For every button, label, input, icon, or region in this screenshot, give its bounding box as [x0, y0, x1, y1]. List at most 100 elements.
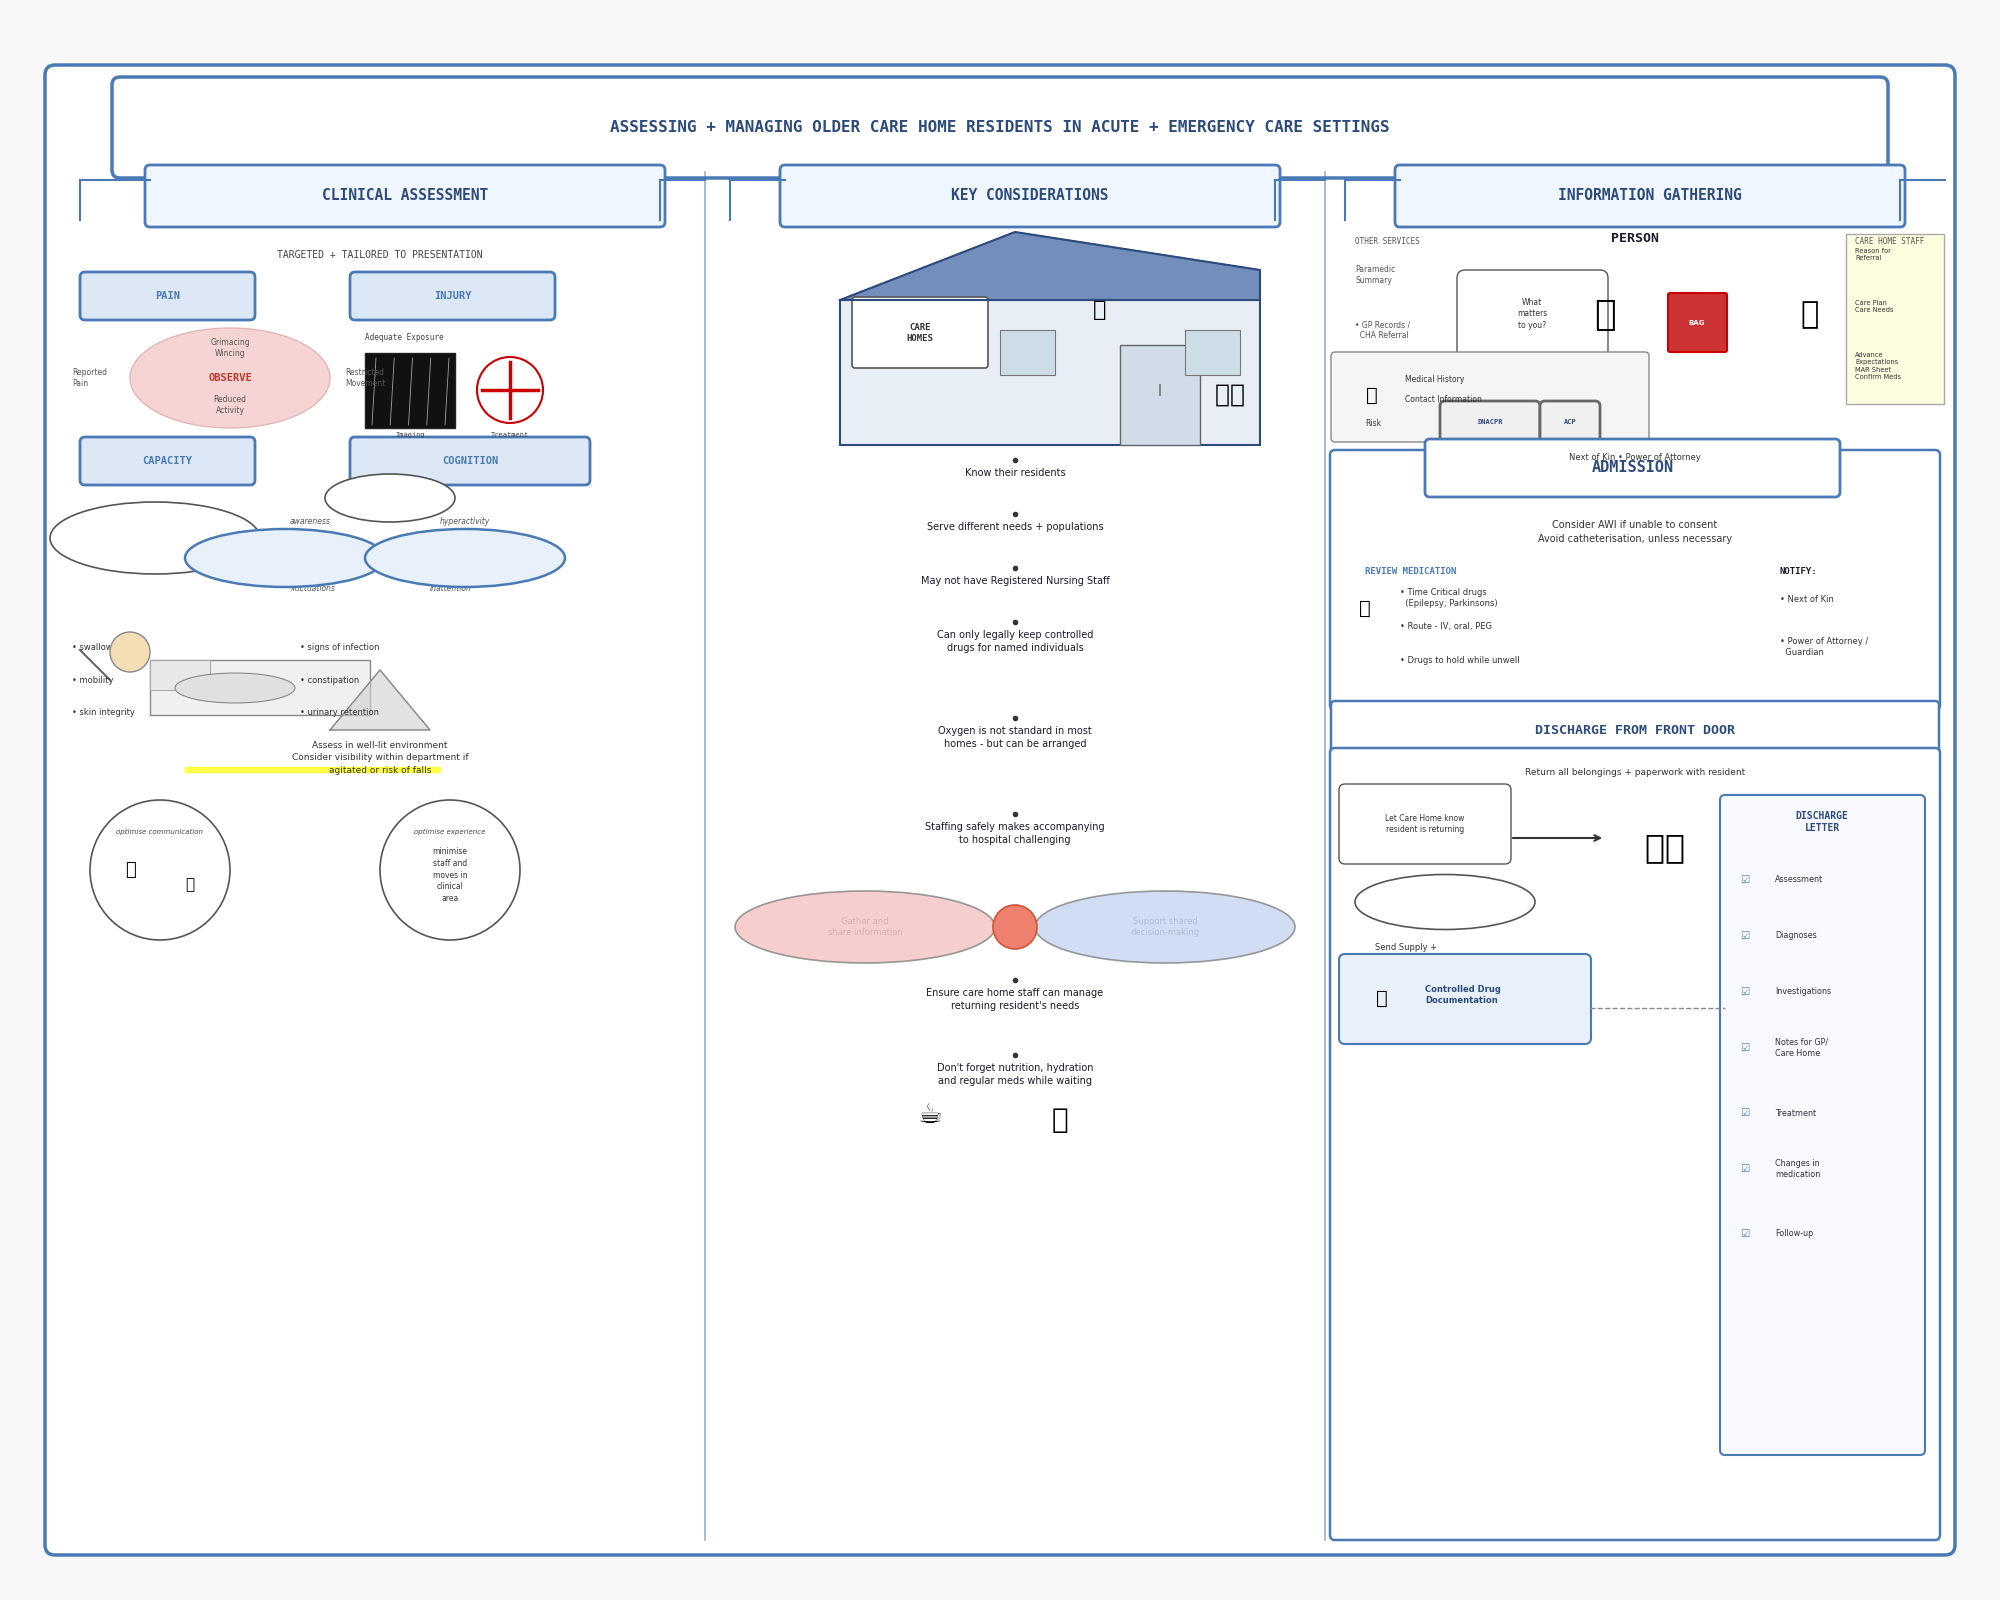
Text: Can only legally keep controlled
drugs for named individuals: Can only legally keep controlled drugs f… — [936, 630, 1094, 653]
FancyBboxPatch shape — [1120, 346, 1200, 445]
Text: • signs of infection: • signs of infection — [300, 643, 380, 653]
Text: ASSESSING + MANAGING OLDER CARE HOME RESIDENTS IN ACUTE + EMERGENCY CARE SETTING: ASSESSING + MANAGING OLDER CARE HOME RES… — [610, 120, 1390, 134]
Text: POA
appointed?: POA appointed? — [370, 491, 410, 504]
Text: 🦷: 🦷 — [186, 877, 194, 893]
FancyBboxPatch shape — [1396, 165, 1904, 227]
Ellipse shape — [366, 530, 566, 587]
Text: • Route - IV, oral, PEG: • Route - IV, oral, PEG — [1400, 622, 1492, 630]
FancyBboxPatch shape — [1338, 954, 1590, 1043]
Circle shape — [992, 906, 1036, 949]
Text: • urinary retention: • urinary retention — [300, 707, 380, 717]
Text: BAG: BAG — [1688, 320, 1706, 326]
Text: • skin integrity: • skin integrity — [72, 707, 134, 717]
Text: Imaging: Imaging — [396, 432, 424, 438]
Text: Treatment: Treatment — [490, 432, 530, 438]
Text: Think Delirium: Think Delirium — [328, 554, 422, 563]
Text: Treatment: Treatment — [1776, 1109, 1816, 1117]
Ellipse shape — [130, 328, 330, 427]
Text: Reason for
Referral: Reason for Referral — [1856, 248, 1890, 261]
FancyBboxPatch shape — [150, 659, 370, 715]
Text: Next of Kin • Power of Attorney: Next of Kin • Power of Attorney — [1570, 453, 1700, 462]
Text: Diagnoses: Diagnoses — [1776, 931, 1816, 941]
Circle shape — [90, 800, 230, 939]
Text: 🧍: 🧍 — [1094, 301, 1106, 320]
FancyBboxPatch shape — [350, 437, 590, 485]
Ellipse shape — [176, 674, 296, 702]
FancyBboxPatch shape — [1330, 749, 1940, 1539]
FancyBboxPatch shape — [1338, 784, 1512, 864]
FancyBboxPatch shape — [150, 659, 210, 690]
Text: May not have Registered Nursing Staff: May not have Registered Nursing Staff — [920, 576, 1110, 586]
Ellipse shape — [50, 502, 260, 574]
FancyBboxPatch shape — [144, 165, 664, 227]
Text: Ensure care home staff can manage
returning resident's needs: Ensure care home staff can manage return… — [926, 989, 1104, 1011]
FancyBboxPatch shape — [112, 77, 1888, 178]
Text: Controlled Drug
Documentation: Controlled Drug Documentation — [1424, 984, 1500, 1005]
Text: ☑: ☑ — [1740, 987, 1750, 997]
Text: AWI Section 47
in place?: AWI Section 47 in place? — [126, 528, 184, 549]
Text: • GP Records /
  CHA Referral: • GP Records / CHA Referral — [1356, 320, 1410, 341]
Text: PAIN: PAIN — [154, 291, 180, 301]
Text: Notes for GP/
Care Home: Notes for GP/ Care Home — [1776, 1038, 1828, 1058]
Text: OTHER SERVICES: OTHER SERVICES — [1356, 237, 1420, 246]
Text: Reduced
Activity: Reduced Activity — [214, 395, 246, 414]
Text: Advance
Expectations
MAR Sheet
Confirm Meds: Advance Expectations MAR Sheet Confirm M… — [1856, 352, 1900, 379]
Text: Risk: Risk — [1364, 419, 1382, 427]
Polygon shape — [330, 670, 430, 730]
Text: What
matters
to you?: What matters to you? — [1516, 298, 1548, 330]
Text: Oxygen is not standard in most
homes - but can be arranged: Oxygen is not standard in most homes - b… — [938, 726, 1092, 749]
Text: REVIEW MEDICATION: REVIEW MEDICATION — [1364, 568, 1456, 576]
Text: 🧑‍🦽: 🧑‍🦽 — [1644, 832, 1684, 864]
Text: CARE
HOMES: CARE HOMES — [906, 323, 934, 342]
Text: DISCHARGE FROM FRONT DOOR: DISCHARGE FROM FRONT DOOR — [1536, 723, 1736, 736]
Text: optimise experience: optimise experience — [414, 829, 486, 835]
Text: DISCHARGE
LETTER: DISCHARGE LETTER — [1796, 811, 1848, 834]
Text: Know their residents: Know their residents — [964, 467, 1066, 478]
Text: ☑: ☑ — [1740, 1165, 1750, 1174]
Text: 📋: 📋 — [1052, 1106, 1068, 1134]
Text: Consider AWI if unable to consent
Avoid catheterisation, unless necessary: Consider AWI if unable to consent Avoid … — [1538, 520, 1732, 544]
Text: • constipation: • constipation — [300, 675, 360, 685]
FancyBboxPatch shape — [1332, 352, 1650, 442]
FancyBboxPatch shape — [780, 165, 1280, 227]
Text: DNACPR: DNACPR — [1478, 419, 1502, 426]
Text: Contact Information: Contact Information — [1404, 395, 1482, 405]
Text: Assessment: Assessment — [1776, 875, 1824, 885]
Text: 💊: 💊 — [1360, 598, 1370, 618]
Text: • Drugs to hold while unwell: • Drugs to hold while unwell — [1400, 656, 1520, 666]
Text: Follow-up: Follow-up — [1776, 1229, 1814, 1238]
Text: minimise
staff and
moves in
clinical
area: minimise staff and moves in clinical are… — [432, 846, 468, 902]
Text: Adequate Exposure: Adequate Exposure — [364, 333, 444, 342]
Ellipse shape — [324, 474, 456, 522]
Text: awareness: awareness — [290, 517, 332, 526]
Text: 🧑‍🦽: 🧑‍🦽 — [1216, 382, 1244, 406]
FancyBboxPatch shape — [1424, 438, 1840, 498]
FancyBboxPatch shape — [1332, 701, 1940, 758]
Text: CLINICAL ASSESSMENT: CLINICAL ASSESSMENT — [322, 189, 488, 203]
Text: fluctuations: fluctuations — [290, 584, 336, 592]
Text: COGNITION: COGNITION — [442, 456, 498, 466]
FancyBboxPatch shape — [840, 301, 1260, 445]
Text: NOTIFY:: NOTIFY: — [1780, 568, 1818, 576]
Text: Care Plan
Care Needs: Care Plan Care Needs — [1856, 301, 1894, 314]
Text: ACP: ACP — [1564, 419, 1576, 426]
Text: Restricted
Movement: Restricted Movement — [346, 368, 386, 389]
Text: ☑: ☑ — [1740, 1043, 1750, 1053]
Text: CARE HOME STAFF: CARE HOME STAFF — [1856, 237, 1924, 246]
Text: 💊: 💊 — [1376, 989, 1388, 1008]
Text: KEY CONSIDERATIONS: KEY CONSIDERATIONS — [952, 189, 1108, 203]
Text: Paramedic
Summary: Paramedic Summary — [1356, 266, 1396, 285]
Text: INJURY: INJURY — [434, 291, 472, 301]
Text: OBSERVE: OBSERVE — [208, 373, 252, 382]
Text: • Power of Attorney /
  Guardian: • Power of Attorney / Guardian — [1780, 637, 1868, 658]
Text: Investigations: Investigations — [1776, 987, 1832, 997]
Text: PERSON: PERSON — [1612, 232, 1660, 245]
Text: Let Care Home know
resident is returning: Let Care Home know resident is returning — [1386, 814, 1464, 834]
FancyBboxPatch shape — [852, 298, 988, 368]
Text: • swallow: • swallow — [72, 643, 112, 653]
Text: INFORMATION GATHERING: INFORMATION GATHERING — [1558, 189, 1742, 203]
Text: • Next of Kin: • Next of Kin — [1780, 595, 1834, 603]
Ellipse shape — [1036, 891, 1296, 963]
Text: ☑: ☑ — [1740, 875, 1750, 885]
Text: Serve different needs + populations: Serve different needs + populations — [926, 522, 1104, 531]
